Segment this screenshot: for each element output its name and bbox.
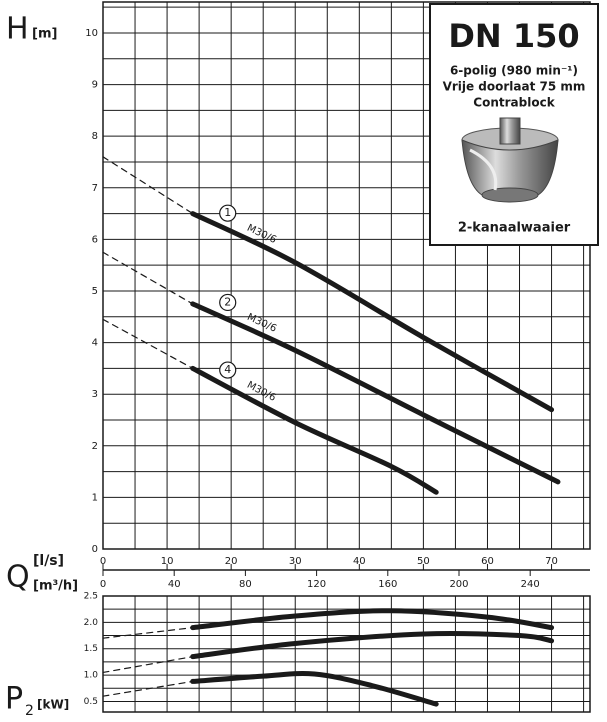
x2-tick-label: 40 — [168, 579, 181, 590]
info-caption: 2-kanaalwaaier — [458, 221, 571, 236]
y-tick-label: 9 — [92, 80, 98, 91]
y-axis-label: H — [6, 12, 29, 47]
x2-axis-unit: [m³/h] — [33, 579, 78, 594]
x-tick-label: 0 — [100, 556, 106, 567]
dashed-extension — [102, 318, 194, 369]
y-tick-label: 6 — [92, 234, 98, 245]
x-tick-label: 20 — [225, 556, 238, 567]
y-tick-label: 1 — [92, 492, 98, 503]
impeller-image — [461, 117, 559, 203]
x2-tick-label: 200 — [449, 579, 468, 590]
y-tick-label: 1.5 — [84, 644, 98, 654]
info-title: DN 150 — [448, 17, 579, 55]
x-axis-unit: [l/s] — [33, 553, 64, 569]
y-tick-label: 7 — [92, 183, 98, 194]
y-tick-label: 10 — [85, 28, 98, 39]
y-tick-label: 2.0 — [84, 618, 99, 628]
curve — [190, 631, 555, 660]
curve-id: 4 — [224, 363, 231, 376]
x2-tick-label: 160 — [378, 579, 397, 590]
curve-id: 1 — [224, 206, 231, 219]
dashed-extension — [102, 680, 194, 697]
x2-tick-label: 120 — [307, 579, 326, 590]
curve-id: 2 — [224, 295, 231, 308]
y-tick-label: 0 — [92, 544, 98, 555]
curve-id-circle — [219, 361, 237, 379]
info-line: Contrablock — [473, 96, 555, 110]
x-tick-label: 10 — [161, 556, 174, 567]
info-line: 6-polig (980 min⁻¹) — [450, 64, 578, 78]
x-axis-label: Q — [6, 560, 30, 595]
dashed-extension — [102, 251, 194, 305]
info-box: DN 150 6-polig (980 min⁻¹) Vrije doorlaa… — [429, 3, 599, 246]
y-tick-label: 8 — [92, 131, 98, 142]
y-tick-label: 3 — [92, 389, 98, 400]
x-tick-label: 30 — [289, 556, 302, 567]
curve-id-circle — [219, 204, 237, 222]
curve — [190, 301, 561, 485]
y-tick-label: 1.0 — [84, 671, 99, 681]
x-tick-label: 40 — [353, 556, 366, 567]
y-tick-label: 0.5 — [84, 697, 98, 707]
y-tick-label: 4 — [92, 338, 98, 349]
y-tick-label: 2.5 — [84, 592, 98, 602]
x2-tick-label: 240 — [521, 579, 540, 590]
x-tick-label: 60 — [481, 556, 494, 567]
x2-tick-label: 0 — [100, 579, 106, 590]
y-tick-label: 2 — [92, 441, 98, 452]
dashed-extension — [102, 156, 194, 215]
curve-id-circle — [219, 293, 237, 312]
info-line: Vrije doorlaat 75 mm — [443, 80, 586, 94]
dashed-extension — [102, 656, 194, 674]
y-axis-unit: [m] — [32, 27, 57, 42]
x-tick-label: 70 — [545, 556, 558, 567]
y-axis-label-sub: 2 — [25, 703, 34, 718]
y-tick-label: 5 — [92, 286, 98, 297]
dashed-extension — [102, 627, 194, 639]
curve — [190, 365, 439, 495]
curve — [190, 211, 555, 413]
x-tick-label: 50 — [417, 556, 430, 567]
y-axis-label: P — [5, 682, 23, 717]
curve — [190, 608, 555, 631]
x2-tick-label: 80 — [239, 579, 252, 590]
y-axis-unit: [kW] — [37, 698, 69, 712]
curve — [190, 671, 439, 707]
